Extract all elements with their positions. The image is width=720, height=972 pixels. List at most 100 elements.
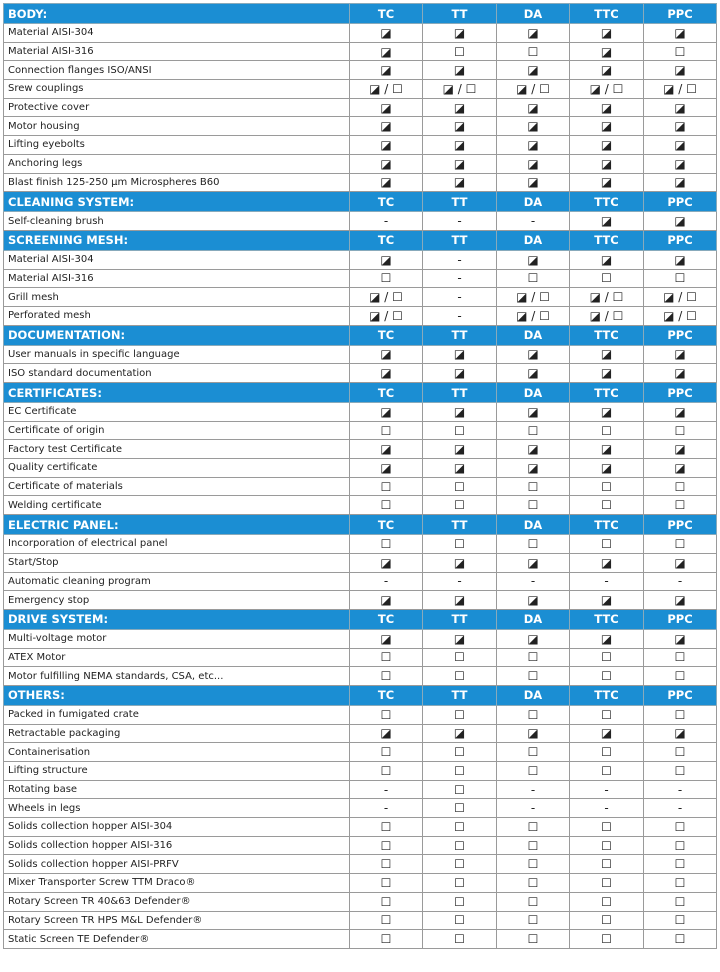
option-cell: - — [349, 779, 423, 800]
column-header: TC — [349, 382, 423, 403]
column-header: TTC — [569, 684, 644, 706]
option-cell: ◪ — [569, 211, 644, 231]
option-cell: ☐ — [643, 476, 717, 497]
column-header: DA — [496, 229, 570, 251]
column-header: PPC — [643, 382, 717, 403]
column-header: TT — [422, 324, 497, 346]
row-label: Connection flanges ISO/ANSI — [3, 60, 350, 81]
column-header: TTC — [569, 191, 644, 213]
row-label: Wheels in legs — [3, 798, 350, 819]
option-cell: ◪ — [422, 590, 497, 610]
option-cell: ☐ — [496, 704, 570, 725]
option-cell: ☐ — [569, 420, 644, 441]
option-cell: - — [422, 305, 497, 326]
column-header: DA — [496, 608, 570, 630]
option-cell: ◪ — [349, 23, 423, 43]
option-cell: ◪ — [422, 60, 497, 81]
option-cell: ☐ — [422, 798, 497, 819]
option-cell: - — [496, 571, 570, 592]
option-cell: ☐ — [496, 891, 570, 912]
option-cell: ◪ — [496, 135, 570, 155]
option-cell: ◪ — [569, 402, 644, 422]
option-cell: ☐ — [349, 891, 423, 912]
option-cell: ◪ — [569, 363, 644, 383]
option-cell: ☐ — [496, 854, 570, 875]
section-header: DRIVE SYSTEM: TC TT DA TTC PPC — [3, 608, 717, 630]
option-cell: ☐ — [643, 420, 717, 441]
row-label: ATEX Motor — [3, 647, 350, 668]
option-cell: ◪ — [496, 402, 570, 422]
option-cell: ◪ — [643, 628, 717, 649]
option-cell: ☐ — [422, 666, 497, 686]
option-cell: ◪ — [349, 439, 423, 460]
option-cell: ◪ — [349, 402, 423, 422]
option-cell: ◪ — [496, 552, 570, 573]
option-cell: ◪ — [569, 116, 644, 137]
row-label: Material AISI-316 — [3, 268, 350, 289]
section-title: CERTIFICATES: — [3, 382, 350, 403]
column-header: DA — [496, 191, 570, 213]
option-cell: ☐ — [643, 495, 717, 516]
row-label: Automatic cleaning program — [3, 571, 350, 592]
option-cell: ◪ — [569, 249, 644, 270]
row-label: Mixer Transporter Screw TTM Draco® — [3, 873, 350, 893]
option-cell: ☐ — [496, 476, 570, 497]
option-cell: ☐ — [643, 835, 717, 856]
row-label: Lifting eyebolts — [3, 135, 350, 155]
option-cell: ◪ — [422, 153, 497, 174]
spec-row: Material AISI-304 ◪ ◪ ◪ ◪ ◪ — [3, 23, 717, 43]
option-cell: ☐ — [643, 704, 717, 725]
row-label: Rotary Screen TR HPS M&L Defender® — [3, 910, 350, 931]
column-header: TT — [422, 229, 497, 251]
column-header: DA — [496, 3, 570, 24]
section-title: BODY: — [3, 3, 350, 24]
spec-row: Emergency stop ◪ ◪ ◪ ◪ ◪ — [3, 590, 717, 610]
spec-row: Static Screen TE Defender® ☐ ☐ ☐ ☐ ☐ — [3, 929, 717, 949]
option-cell: ◪ — [496, 23, 570, 43]
option-cell: ◪ — [643, 172, 717, 193]
option-cell: ☐ — [422, 854, 497, 875]
option-cell: ☐ — [422, 929, 497, 949]
row-label: Certificate of materials — [3, 476, 350, 497]
option-cell: ◪ — [569, 23, 644, 43]
spec-row: Rotary Screen TR 40&63 Defender® ☐ ☐ ☐ ☐ ☐ — [3, 891, 717, 912]
option-cell: - — [349, 211, 423, 231]
option-cell: ☐ — [496, 268, 570, 289]
option-cell: ◪ — [349, 41, 423, 62]
option-cell: ☐ — [643, 534, 717, 554]
row-label: Certificate of origin — [3, 420, 350, 441]
section-title: DOCUMENTATION: — [3, 324, 350, 346]
option-cell: ☐ — [569, 854, 644, 875]
option-cell: ◪ — [569, 41, 644, 62]
option-cell: ◪ — [569, 172, 644, 193]
row-label: Incorporation of electrical panel — [3, 534, 350, 554]
option-cell: ◪ — [569, 590, 644, 610]
option-cell: - — [643, 779, 717, 800]
column-header: TC — [349, 684, 423, 706]
column-header: TC — [349, 229, 423, 251]
row-label: Material AISI-304 — [3, 249, 350, 270]
option-cell: ☐ — [422, 779, 497, 800]
section-title: ELECTRIC PANEL: — [3, 514, 350, 536]
option-cell: ☐ — [422, 41, 497, 62]
option-cell: ☐ — [349, 854, 423, 875]
option-cell: ◪ — [349, 172, 423, 193]
row-label: Static Screen TE Defender® — [3, 929, 350, 949]
row-label: Motor fulfilling NEMA standards, CSA, et… — [3, 666, 350, 686]
option-cell: ☐ — [496, 835, 570, 856]
option-cell: ☐ — [496, 534, 570, 554]
section-header: CERTIFICATES: TC TT DA TTC PPC — [3, 382, 717, 403]
spec-row: Protective cover ◪ ◪ ◪ ◪ ◪ — [3, 97, 717, 118]
spec-row: Welding certificate ☐ ☐ ☐ ☐ ☐ — [3, 495, 717, 516]
option-cell: ◪ — [349, 135, 423, 155]
option-cell: ☐ — [349, 817, 423, 837]
option-cell: ☐ — [496, 817, 570, 837]
spec-row: Retractable packaging ◪ ◪ ◪ ◪ ◪ — [3, 723, 717, 744]
option-cell: ☐ — [569, 647, 644, 668]
option-cell: - — [422, 249, 497, 270]
option-cell: ◪ — [569, 458, 644, 478]
option-cell: ◪ — [422, 135, 497, 155]
column-header: TT — [422, 3, 497, 24]
spec-row: User manuals in specific language ◪ ◪ ◪ ◪ ◪ — [3, 344, 717, 365]
option-cell: ◪ — [643, 211, 717, 231]
